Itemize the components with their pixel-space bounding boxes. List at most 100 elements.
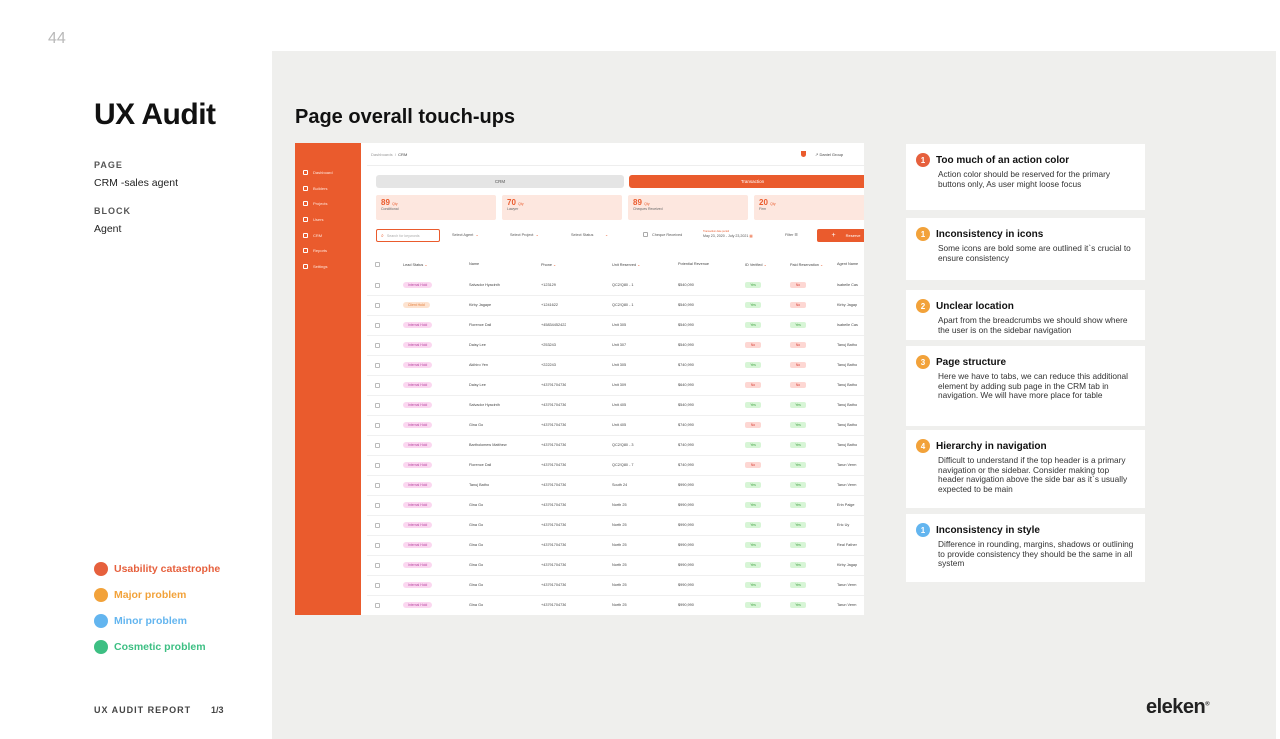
header-divider (367, 165, 864, 166)
paid-reservation-badge: Yes (790, 562, 806, 568)
table-row[interactable]: Internal Hold Daisy Lee +253243 Unit 307 $54… (367, 336, 864, 356)
breadcrumb-root[interactable]: Dashboards (371, 152, 393, 157)
column-header[interactable]: Lead Status ⌄ (403, 262, 428, 267)
row-checkbox[interactable] (375, 363, 380, 368)
rev-cell: $990,990 (678, 503, 694, 507)
row-checkbox[interactable] (375, 543, 380, 548)
column-header[interactable]: Name (469, 262, 479, 266)
table-row[interactable]: Internal Hold Salvador Hyacinth +437917047… (367, 396, 864, 416)
paid-cell: Yes (790, 502, 806, 508)
lead-status-cell: Internal Hold (403, 362, 433, 368)
select-all-checkbox[interactable] (375, 262, 380, 267)
filter-icon: ☰ (794, 233, 798, 237)
table-row[interactable]: Internal Hold Gina Go +43791704736 North 25… (367, 496, 864, 516)
issue-number-badge: 3 (916, 355, 930, 369)
table-row[interactable]: Internal Hold Gina Go +43791704736 Unit 405… (367, 416, 864, 436)
row-checkbox[interactable] (375, 303, 380, 308)
row-checkbox[interactable] (375, 603, 380, 608)
paid-reservation-badge: No (790, 282, 806, 288)
id-cell: No (745, 462, 761, 468)
lead-status-badge: Internal Hold (403, 422, 433, 428)
sidebar-item-projects[interactable]: Projects (295, 196, 361, 212)
phone-cell: +253243 (541, 343, 556, 347)
name-cell: Florence Dall (469, 463, 492, 467)
reserve-button[interactable]: + Reserve (817, 229, 864, 242)
sidebar-item-reports[interactable]: Reports (295, 243, 361, 259)
row-checkbox[interactable] (375, 403, 380, 408)
paid-cell: No (790, 342, 806, 348)
sidebar-item-dashboard[interactable]: Dashboard (295, 165, 361, 181)
unit-cell: South 24 (612, 483, 628, 487)
table-row[interactable]: Internal Hold Tanuj Batho +43791704736 Sout… (367, 476, 864, 496)
company-switcher[interactable]: ↗ Daniel Group (815, 152, 844, 157)
sidebar-item-settings[interactable]: Settings (295, 259, 361, 275)
page-number: 44 (48, 30, 66, 47)
row-checkbox[interactable] (375, 283, 380, 288)
select-project-label: Select Project (510, 233, 534, 237)
chevron-down-icon: ⌄ (604, 233, 609, 237)
column-header-label: Paid Reservation (790, 263, 819, 267)
row-checkbox[interactable] (375, 583, 380, 588)
table-row[interactable]: Internal Hold Akihiro Yen +222243 Unit 305 $… (367, 356, 864, 376)
table-row[interactable]: Internal Hold Gina Go +43791704736 North 25… (367, 516, 864, 536)
row-checkbox[interactable] (375, 423, 380, 428)
issue-number-badge: 1 (916, 227, 930, 241)
lead-status-badge: Internal Hold (403, 542, 433, 548)
name-cell: Akihiro Yen (469, 363, 488, 367)
shield-icon[interactable] (801, 151, 806, 157)
table-row[interactable]: Internal Hold Gina Go +43791704736 North 25… (367, 536, 864, 556)
row-checkbox[interactable] (375, 503, 380, 508)
content-panel: Page overall touch-ups Dashboard Builders… (272, 51, 1276, 739)
cheque-received-label: Cheque Received (652, 232, 683, 237)
select-agent[interactable]: Select Agent ⌄ (452, 232, 479, 237)
legend-item: Minor problem (94, 608, 220, 634)
block-meta-label: BLOCK (94, 206, 131, 216)
search-icon: ⌕ (381, 232, 384, 239)
tab-crm[interactable]: CRM (376, 175, 624, 188)
table-row[interactable]: Internal Hold Gina Go +43791704736 North 25… (367, 556, 864, 576)
issue-description: Difficult to understand if the top heade… (938, 455, 1128, 494)
table-row[interactable]: Internal Hold Gina Go +43791704736 North 25… (367, 596, 864, 615)
select-project[interactable]: Select Project ⌄ (510, 232, 539, 237)
column-header[interactable]: Potential Revenue (678, 262, 709, 266)
row-checkbox[interactable] (375, 483, 380, 488)
table-row[interactable]: Internal Hold Gina Go +43791704736 North 25… (367, 576, 864, 596)
column-header[interactable]: Agent Name (837, 262, 858, 266)
sidebar-item-builders[interactable]: Builders (295, 181, 361, 197)
row-checkbox[interactable] (375, 383, 380, 388)
row-checkbox[interactable] (375, 563, 380, 568)
row-checkbox[interactable] (375, 443, 380, 448)
column-header[interactable]: Paid Reservation ⌄ (790, 262, 823, 267)
row-checkbox[interactable] (375, 463, 380, 468)
phone-cell: +45834452422 (541, 323, 567, 327)
date-range-picker[interactable]: Transaction date period May 23, 2020 - Ju… (703, 229, 753, 239)
table-row[interactable]: Client Hold Kirby Jagape +1241622 QC2/Q80 -… (367, 296, 864, 316)
table-row[interactable]: Internal Hold Bartholomew Matthew +4379170… (367, 436, 864, 456)
agent-cell: Isabelle Cas (837, 283, 858, 287)
lead-status-cell: Client Hold (403, 302, 430, 308)
lead-status-cell: Internal Hold (403, 382, 433, 388)
table-row[interactable]: Internal Hold Florence Dall +45834452422 Un… (367, 316, 864, 336)
filter-button[interactable]: Filter ☰ (785, 232, 798, 237)
column-header[interactable]: Phone ⌄ (541, 262, 556, 267)
tab-transaction[interactable]: Transaction (629, 175, 864, 188)
column-header[interactable]: Unit Reserved ⌄ (612, 262, 640, 267)
paid-reservation-badge: No (790, 302, 806, 308)
table-row[interactable]: Internal Hold Florence Dall +43791704736 QC… (367, 456, 864, 476)
rev-cell: $740,990 (678, 423, 694, 427)
sidebar-item-users[interactable]: Users (295, 212, 361, 228)
table-row[interactable]: Internal Hold Salvador Hyacinth +123129 QC2… (367, 276, 864, 296)
search-input[interactable]: ⌕ Search for keywords (376, 229, 440, 242)
row-checkbox[interactable] (375, 343, 380, 348)
lead-status-cell: Internal Hold (403, 282, 433, 288)
table-row[interactable]: Internal Hold Daisy Lee +43791704736 Unit 3… (367, 376, 864, 396)
agent-cell: Tarun Verm (837, 603, 857, 607)
id-cell: Yes (745, 582, 761, 588)
select-status[interactable]: Select Status ⌄ (571, 232, 608, 237)
row-checkbox[interactable] (375, 323, 380, 328)
mock-sidebar: Dashboard Builders Projects Users CRM Reports… (295, 143, 361, 615)
row-checkbox[interactable] (375, 523, 380, 528)
sidebar-item-crm[interactable]: CRM (295, 227, 361, 243)
cheque-received-checkbox[interactable]: Cheque Received (643, 232, 682, 237)
column-header[interactable]: ID Verified ⌄ (745, 262, 767, 267)
